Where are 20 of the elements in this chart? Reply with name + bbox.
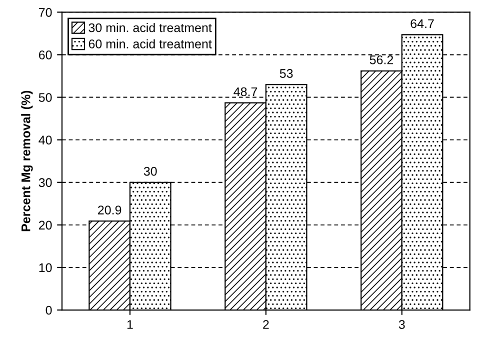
y-tick-label: 40	[38, 136, 52, 144]
legend-label: 30 min. acid treatment	[88, 22, 212, 32]
y-axis-title: Percent Mg removal (%)	[21, 90, 33, 232]
y-tick-label: 0	[46, 306, 52, 315]
y-tick-label: 30	[38, 178, 52, 188]
y-tick-label: 20	[38, 220, 52, 230]
data-label: 48.7	[234, 87, 258, 96]
data-label: 30	[144, 166, 157, 176]
y-tick-label: 60	[39, 50, 52, 60]
data-label: 20.9	[98, 206, 122, 214]
x-tick-label: 3	[398, 320, 405, 329]
legend-label: 60 min. acid treatment	[88, 39, 212, 48]
x-tick-label: 2	[263, 320, 269, 329]
x-tick-label: 1	[127, 320, 133, 329]
y-tick-label: 50	[38, 93, 52, 102]
data-label: 53	[280, 69, 293, 78]
data-label: 56.2	[370, 55, 394, 64]
y-tick-label: 10	[39, 263, 52, 272]
data-label: 64.7	[410, 19, 434, 28]
y-tick-label: 70	[39, 8, 52, 17]
